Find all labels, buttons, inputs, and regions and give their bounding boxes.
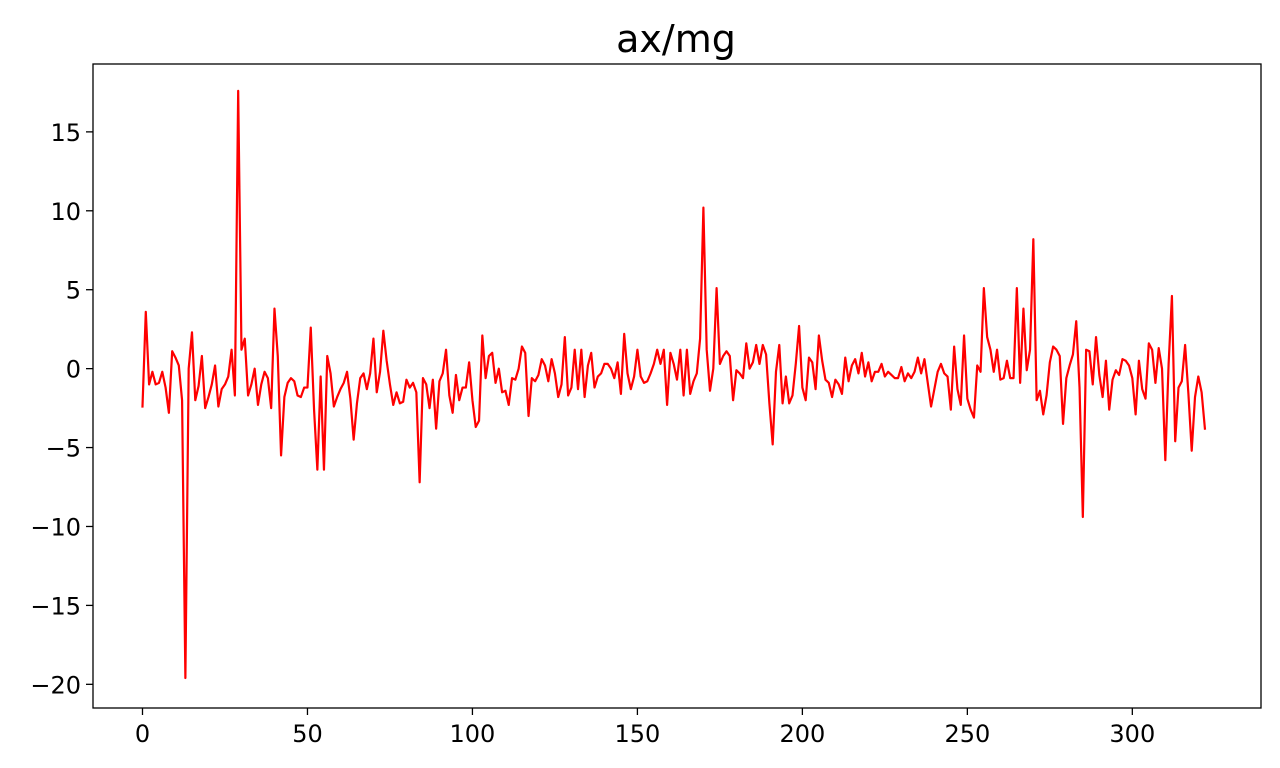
y-tick-label: −15	[30, 592, 81, 620]
y-tick-label: −20	[30, 671, 81, 699]
y-tick-label: 10	[50, 198, 81, 226]
plot-area: 0 50 100 150 200 250 300 −20 −15 −10 −5 0 5 10 15	[30, 63, 1262, 748]
chart-title: ax/mg	[616, 17, 736, 61]
series-line-1	[141, 89, 1207, 680]
y-tick-label: −5	[46, 435, 81, 463]
x-tick-label: 300	[1109, 720, 1155, 748]
x-tick-label: 0	[135, 720, 150, 748]
y-tick-label: 0	[66, 356, 81, 384]
x-tick-label: 150	[615, 720, 661, 748]
plot-frame	[92, 63, 1262, 709]
x-tick-label: 200	[779, 720, 825, 748]
x-tick-label: 100	[450, 720, 496, 748]
x-tick-label: 250	[944, 720, 990, 748]
y-tick-label: 5	[66, 277, 81, 305]
y-tick-label: −10	[30, 513, 81, 541]
y-tick-label: 15	[50, 119, 81, 147]
x-tick-label: 50	[292, 720, 323, 748]
